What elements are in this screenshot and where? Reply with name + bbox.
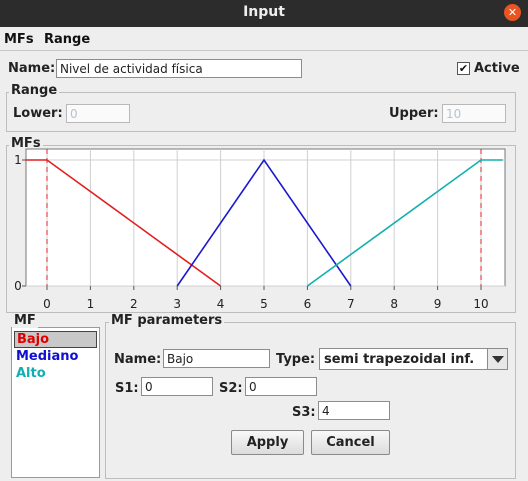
mf-type-select[interactable]: semi trapezoidal inf. xyxy=(319,348,508,370)
mf-list: Bajo Mediano Alto xyxy=(11,327,100,478)
s3-label: S3: xyxy=(292,405,316,420)
mf-list-item-alto[interactable]: Alto xyxy=(14,366,97,383)
s1-label: S1: xyxy=(115,381,139,396)
mf-item-label: Mediano xyxy=(16,349,79,364)
mf-parameters-title: MF parameters xyxy=(109,313,225,328)
mf-list-item-bajo[interactable]: Bajo xyxy=(14,331,97,348)
s1-field[interactable] xyxy=(141,377,213,396)
mfs-group-title: MFs xyxy=(9,136,43,151)
menu-mfs[interactable]: MFs xyxy=(4,32,34,47)
cancel-button[interactable]: Cancel xyxy=(311,430,390,455)
s2-label: S2: xyxy=(219,381,243,396)
mf-parameters-group xyxy=(105,322,516,479)
mf-type-value: semi trapezoidal inf. xyxy=(324,352,475,367)
menu-range[interactable]: Range xyxy=(44,32,91,47)
mf-list-item-mediano[interactable]: Mediano xyxy=(14,349,97,366)
name-label: Name: xyxy=(8,61,56,76)
menu-bar: MFs Range xyxy=(0,27,528,51)
lower-field[interactable] xyxy=(66,104,130,123)
mfs-group xyxy=(6,145,516,313)
mf-group-title: MF xyxy=(12,313,38,328)
active-label: Active xyxy=(474,61,520,76)
active-checkbox[interactable]: ✔ xyxy=(457,62,470,75)
name-field[interactable] xyxy=(56,59,302,78)
chevron-down-icon[interactable] xyxy=(487,349,507,369)
mf-item-label: Alto xyxy=(16,366,46,381)
range-group xyxy=(6,92,516,132)
mf-name-label: Name: xyxy=(114,352,162,367)
upper-field[interactable] xyxy=(442,104,506,123)
close-icon[interactable]: ✕ xyxy=(504,4,521,21)
lower-label: Lower: xyxy=(13,106,63,121)
upper-label: Upper: xyxy=(389,106,439,121)
apply-button[interactable]: Apply xyxy=(231,430,304,455)
s3-field[interactable] xyxy=(318,401,390,420)
s2-field[interactable] xyxy=(245,377,317,396)
window-title: Input xyxy=(243,4,285,20)
mf-type-label: Type: xyxy=(276,352,316,367)
range-group-title: Range xyxy=(9,83,60,98)
title-bar: Input ✕ xyxy=(0,0,528,27)
mf-name-field[interactable] xyxy=(163,349,270,368)
mf-item-label: Bajo xyxy=(17,332,50,347)
